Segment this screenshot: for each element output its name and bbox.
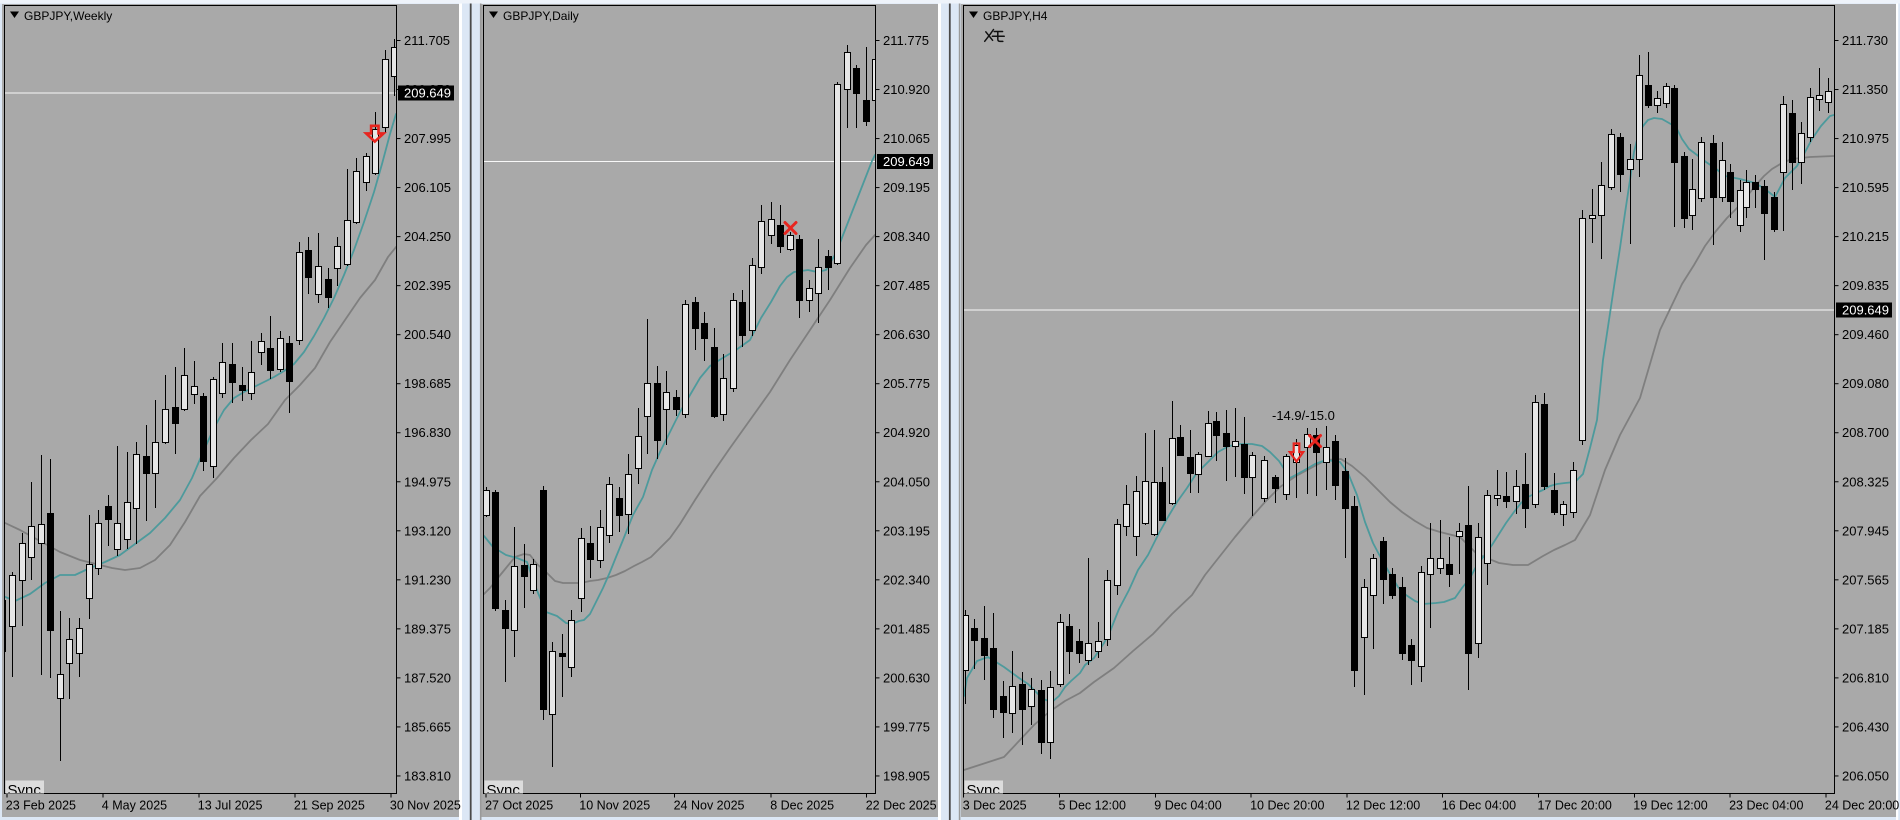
svg-text:GBPJPY,Weekly: GBPJPY,Weekly (24, 9, 112, 23)
svg-text:210.920: 210.920 (883, 82, 930, 97)
svg-text:23 Feb 2025: 23 Feb 2025 (6, 799, 76, 813)
svg-text:GBPJPY,H4: GBPJPY,H4 (983, 9, 1048, 23)
svg-text:211.775: 211.775 (883, 33, 929, 48)
svg-text:10 Dec 20:00: 10 Dec 20:00 (1250, 799, 1324, 813)
svg-text:208.325: 208.325 (1842, 474, 1889, 489)
svg-text:200.630: 200.630 (883, 670, 930, 685)
svg-text:16 Dec 04:00: 16 Dec 04:00 (1442, 799, 1516, 813)
svg-text:206.810: 206.810 (1842, 670, 1889, 685)
svg-text:187.520: 187.520 (404, 670, 451, 685)
svg-text:204.050: 204.050 (883, 474, 930, 489)
svg-text:21 Sep 2025: 21 Sep 2025 (294, 799, 365, 813)
svg-text:198.685: 198.685 (404, 376, 451, 391)
svg-text:202.340: 202.340 (883, 572, 930, 587)
svg-text:27 Oct 2025: 27 Oct 2025 (485, 799, 553, 813)
svg-text:10 Nov 2025: 10 Nov 2025 (579, 799, 650, 813)
svg-text:210.215: 210.215 (1842, 229, 1889, 244)
svg-text:191.230: 191.230 (404, 572, 451, 587)
svg-text:208.340: 208.340 (883, 229, 930, 244)
svg-text:194.975: 194.975 (404, 474, 451, 489)
svg-text:208.700: 208.700 (1842, 425, 1889, 440)
svg-text:210.975: 210.975 (1842, 131, 1889, 146)
svg-text:203.195: 203.195 (883, 523, 930, 538)
svg-text:206.105: 206.105 (404, 180, 451, 195)
svg-text:3 Dec 2025: 3 Dec 2025 (963, 799, 1027, 813)
svg-text:22 Dec 2025: 22 Dec 2025 (866, 799, 937, 813)
svg-text:12 Dec 12:00: 12 Dec 12:00 (1346, 799, 1420, 813)
svg-text:19 Dec 12:00: 19 Dec 12:00 (1633, 799, 1707, 813)
svg-text:Sync: Sync (967, 782, 1001, 799)
svg-text:196.830: 196.830 (404, 425, 451, 440)
svg-text:198.905: 198.905 (883, 768, 930, 783)
svg-text:209.649: 209.649 (1842, 303, 1889, 318)
svg-text:206.050: 206.050 (1842, 768, 1889, 783)
svg-text:207.485: 207.485 (883, 278, 930, 293)
svg-text:205.775: 205.775 (883, 376, 930, 391)
svg-text:211.730: 211.730 (1842, 33, 1888, 48)
svg-text:30 Nov 2025: 30 Nov 2025 (390, 799, 461, 813)
svg-text:9 Dec 04:00: 9 Dec 04:00 (1154, 799, 1221, 813)
svg-text:211.705: 211.705 (404, 33, 450, 48)
svg-text:23 Dec 04:00: 23 Dec 04:00 (1729, 799, 1803, 813)
svg-text:13 Jul 2025: 13 Jul 2025 (198, 799, 263, 813)
svg-text:189.375: 189.375 (404, 621, 451, 636)
svg-text:204.250: 204.250 (404, 229, 451, 244)
svg-text:209.835: 209.835 (1842, 278, 1889, 293)
svg-text:Sync: Sync (8, 782, 42, 799)
svg-text:209.460: 209.460 (1842, 327, 1889, 342)
svg-text:199.775: 199.775 (883, 719, 930, 734)
svg-text:207.565: 207.565 (1842, 572, 1889, 587)
svg-text:200.540: 200.540 (404, 327, 451, 342)
svg-text:210.595: 210.595 (1842, 180, 1889, 195)
svg-text:207.945: 207.945 (1842, 523, 1889, 538)
svg-text:4 May 2025: 4 May 2025 (102, 799, 167, 813)
svg-text:185.665: 185.665 (404, 719, 451, 734)
svg-text:207.185: 207.185 (1842, 621, 1889, 636)
svg-text:183.810: 183.810 (404, 768, 451, 783)
svg-text:201.485: 201.485 (883, 621, 930, 636)
svg-text:209.649: 209.649 (883, 154, 930, 169)
svg-text:211.350: 211.350 (1842, 82, 1888, 97)
svg-text:-14.9/-15.0: -14.9/-15.0 (1272, 408, 1335, 423)
svg-text:210.065: 210.065 (883, 131, 930, 146)
svg-text:Sync: Sync (487, 782, 521, 799)
svg-text:202.395: 202.395 (404, 278, 451, 293)
svg-text:206.430: 206.430 (1842, 719, 1889, 734)
svg-text:5 Dec 12:00: 5 Dec 12:00 (1059, 799, 1126, 813)
svg-text:207.995: 207.995 (404, 131, 451, 146)
svg-text:209.649: 209.649 (404, 86, 451, 101)
svg-text:193.120: 193.120 (404, 523, 451, 538)
svg-text:24 Dec 20:00: 24 Dec 20:00 (1825, 799, 1899, 813)
svg-text:GBPJPY,Daily: GBPJPY,Daily (503, 9, 579, 23)
svg-text:209.195: 209.195 (883, 180, 930, 195)
svg-text:24 Nov 2025: 24 Nov 2025 (674, 799, 745, 813)
svg-text:209.080: 209.080 (1842, 376, 1889, 391)
svg-text:204.920: 204.920 (883, 425, 930, 440)
svg-text:206.630: 206.630 (883, 327, 930, 342)
svg-text:8 Dec 2025: 8 Dec 2025 (770, 799, 834, 813)
svg-text:17 Dec 20:00: 17 Dec 20:00 (1538, 799, 1612, 813)
